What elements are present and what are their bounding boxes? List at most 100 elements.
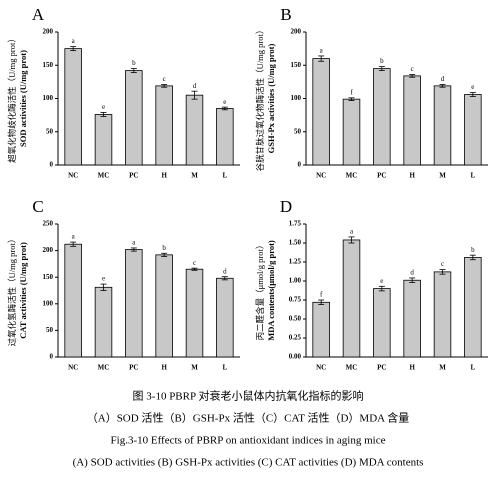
y-axis-label: 丙二醛含量（μmol/g prot）: [255, 241, 265, 341]
x-tick-label: MC: [98, 364, 110, 372]
significance-letter: d: [441, 75, 445, 83]
bar: [64, 48, 82, 166]
x-tick-label: M: [191, 172, 198, 180]
significance-letter: e: [223, 98, 226, 106]
significance-letter: c: [193, 259, 196, 267]
significance-letter: d: [223, 267, 227, 275]
y-tick-label: 200: [291, 28, 302, 36]
y-tick-label: 200: [43, 28, 54, 36]
significance-letter: e: [380, 277, 383, 285]
y-tick-label: 100: [43, 299, 54, 307]
significance-letter: c: [411, 65, 414, 73]
significance-letter: a: [350, 228, 354, 236]
bar: [433, 271, 452, 358]
y-tick-label: 0: [50, 161, 54, 169]
significance-letter: e: [102, 103, 105, 111]
y-axis-label: CAT activities (U/mg prot): [18, 242, 28, 339]
y-tick-label: 1.75: [289, 220, 302, 228]
y-tick-label: 0: [298, 161, 302, 169]
x-tick-label: NC: [68, 364, 78, 372]
bar: [373, 288, 391, 358]
x-tick-label: PC: [129, 172, 138, 180]
x-tick-label: PC: [129, 364, 138, 372]
x-tick-label: MC: [346, 172, 358, 180]
caption: （A）SOD 活性（B）GSH-Px 活性（C）CAT 活性（D）MDA 含量: [87, 411, 410, 425]
bar: [155, 85, 173, 166]
x-tick-label: H: [161, 364, 167, 372]
bar: [125, 70, 143, 166]
y-tick-label: 50: [294, 127, 302, 135]
y-tick-label: 150: [291, 61, 302, 69]
significance-letter: b: [471, 246, 475, 254]
panel-label: C: [32, 197, 43, 216]
significance-letter: d: [410, 269, 414, 277]
x-tick-label: L: [470, 364, 475, 372]
y-tick-label: 250: [43, 220, 54, 228]
y-tick-label: 1.00: [289, 277, 302, 285]
x-tick-label: NC: [68, 172, 78, 180]
x-tick-label: PC: [377, 172, 386, 180]
bar: [94, 114, 113, 166]
significance-letter: f: [350, 88, 353, 96]
x-tick-label: H: [161, 172, 167, 180]
y-axis-label: 谷胱甘肽过氧化物酶活性（U/mg prot）: [255, 26, 265, 172]
x-tick-label: M: [439, 172, 446, 180]
bar: [403, 279, 421, 358]
bar: [464, 257, 482, 358]
bar: [342, 98, 361, 166]
x-tick-label: PC: [377, 364, 386, 372]
x-tick-label: H: [409, 172, 415, 180]
y-tick-label: 150: [43, 61, 54, 69]
bar: [94, 286, 113, 358]
y-tick-label: 100: [291, 94, 302, 102]
y-tick-label: 150: [43, 273, 54, 281]
significance-letter: e: [471, 83, 474, 91]
x-tick-label: M: [439, 364, 446, 372]
x-tick-label: H: [409, 364, 415, 372]
y-tick-label: 0.00: [289, 353, 302, 361]
significance-letter: a: [72, 37, 76, 45]
x-tick-label: NC: [316, 364, 326, 372]
x-tick-label: NC: [316, 172, 326, 180]
x-tick-label: L: [470, 172, 475, 180]
y-axis-label: 过氧化氢酶活性（U/mg prot）: [7, 235, 17, 347]
bar: [125, 249, 143, 358]
bar: [216, 108, 234, 166]
bar: [433, 85, 452, 166]
y-tick-label: 1.25: [289, 258, 302, 266]
x-tick-label: MC: [346, 364, 358, 372]
y-tick-label: 50: [46, 127, 54, 135]
significance-letter: a: [132, 239, 136, 247]
bar: [185, 94, 204, 166]
y-tick-label: 0.50: [289, 315, 302, 323]
panel-label: D: [280, 197, 292, 216]
significance-letter: c: [163, 75, 166, 83]
bar: [342, 239, 361, 358]
y-tick-label: 200: [43, 246, 54, 254]
significance-letter: b: [162, 244, 166, 252]
bar: [373, 68, 391, 166]
bar: [216, 277, 234, 358]
bar: [155, 254, 173, 358]
bar: [464, 94, 482, 166]
y-tick-label: 50: [46, 326, 54, 334]
y-axis-label: GSH-Px activities (U/mg prot): [266, 44, 276, 154]
caption: 图 3-10 PBRP 对衰老小鼠体内抗氧化指标的影响: [133, 389, 364, 403]
y-tick-label: 0: [50, 353, 54, 361]
y-tick-label: 0.75: [289, 296, 302, 304]
x-tick-label: L: [222, 172, 227, 180]
bar: [185, 268, 204, 358]
significance-letter: c: [441, 260, 444, 268]
panel-label: B: [280, 5, 291, 24]
caption: Fig.3-10 Effects of PBRP on antioxidant …: [111, 435, 386, 447]
significance-letter: d: [193, 82, 197, 90]
y-tick-label: 0.25: [289, 334, 302, 342]
bar: [64, 243, 82, 358]
bar: [403, 75, 421, 166]
y-axis-label: SOD activities (U/mg prot): [18, 50, 28, 147]
significance-letter: e: [102, 275, 105, 283]
y-tick-label: 1.50: [289, 239, 302, 247]
bar: [312, 58, 330, 166]
x-tick-label: MC: [98, 172, 110, 180]
